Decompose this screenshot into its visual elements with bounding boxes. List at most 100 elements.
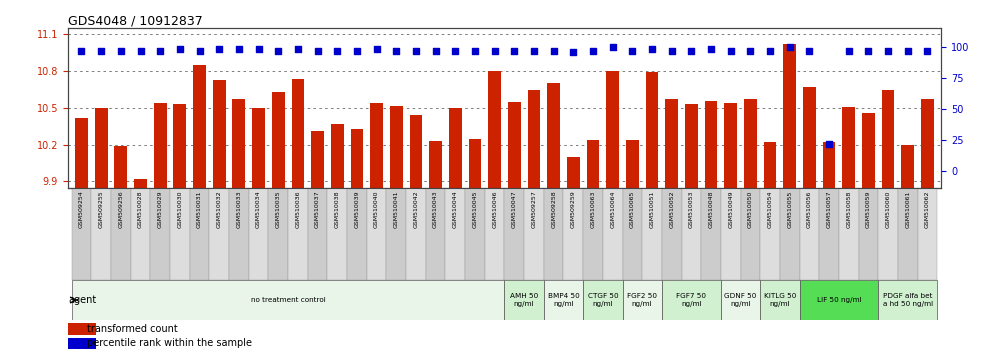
Bar xyxy=(249,188,268,280)
Text: transformed count: transformed count xyxy=(87,324,177,334)
Bar xyxy=(783,44,796,354)
Bar xyxy=(508,102,521,354)
Point xyxy=(821,141,837,147)
Bar xyxy=(622,188,642,280)
Bar xyxy=(209,188,229,280)
Point xyxy=(388,48,404,53)
Bar xyxy=(544,280,584,320)
Bar xyxy=(800,280,878,320)
Text: GDS4048 / 10912837: GDS4048 / 10912837 xyxy=(68,14,202,27)
Text: GSM510059: GSM510059 xyxy=(866,190,871,228)
Point xyxy=(310,48,326,53)
Text: GSM510054: GSM510054 xyxy=(768,190,773,228)
Text: GSM510045: GSM510045 xyxy=(472,190,477,228)
Bar xyxy=(268,188,288,280)
Point xyxy=(191,48,207,53)
Bar xyxy=(780,188,800,280)
Text: GSM510064: GSM510064 xyxy=(611,190,616,228)
Bar xyxy=(367,188,386,280)
Text: GSM510030: GSM510030 xyxy=(177,190,182,228)
Text: GSM510046: GSM510046 xyxy=(492,190,497,228)
Bar xyxy=(468,139,481,354)
Point xyxy=(742,48,758,53)
Bar xyxy=(68,337,96,349)
Point xyxy=(152,48,168,53)
Text: GSM510065: GSM510065 xyxy=(629,190,634,228)
Text: GSM510049: GSM510049 xyxy=(728,190,733,228)
Bar xyxy=(292,79,305,354)
Bar xyxy=(485,188,504,280)
Text: agent: agent xyxy=(68,295,97,305)
Bar xyxy=(721,188,741,280)
Bar xyxy=(308,188,328,280)
Bar xyxy=(645,73,658,354)
Bar xyxy=(898,188,917,280)
Bar xyxy=(584,280,622,320)
Bar xyxy=(72,188,92,280)
Bar xyxy=(820,188,839,280)
Point xyxy=(683,48,699,53)
Bar xyxy=(681,188,701,280)
Point xyxy=(113,48,128,53)
Point xyxy=(211,47,227,52)
Bar xyxy=(92,188,111,280)
Bar xyxy=(229,188,249,280)
Point xyxy=(566,49,582,55)
Bar xyxy=(544,188,564,280)
Bar xyxy=(504,280,544,320)
Text: GSM510044: GSM510044 xyxy=(453,190,458,228)
Point xyxy=(605,44,621,50)
Bar xyxy=(878,280,937,320)
Text: GSM510060: GSM510060 xyxy=(885,190,890,228)
Text: GSM510053: GSM510053 xyxy=(689,190,694,228)
Text: GSM510061: GSM510061 xyxy=(905,190,910,228)
Bar xyxy=(488,71,501,354)
Text: GSM510058: GSM510058 xyxy=(847,190,852,228)
Bar xyxy=(859,188,878,280)
Bar xyxy=(917,188,937,280)
Bar xyxy=(252,108,265,354)
Point xyxy=(467,48,483,53)
Bar xyxy=(587,140,600,354)
Text: FGF7 50
ng/ml: FGF7 50 ng/ml xyxy=(676,293,706,307)
Text: GSM510036: GSM510036 xyxy=(296,190,301,228)
Point xyxy=(290,47,306,52)
Point xyxy=(487,48,503,53)
Bar xyxy=(685,104,698,354)
Bar xyxy=(465,188,485,280)
Bar xyxy=(193,65,206,354)
Text: FGF2 50
ng/ml: FGF2 50 ng/ml xyxy=(627,293,657,307)
Text: GDNF 50
ng/ml: GDNF 50 ng/ml xyxy=(724,293,757,307)
Text: GSM509258: GSM509258 xyxy=(551,190,556,228)
Bar xyxy=(862,113,874,354)
Bar xyxy=(878,188,898,280)
Text: percentile rank within the sample: percentile rank within the sample xyxy=(87,338,252,348)
Bar xyxy=(524,188,544,280)
Text: GSM510052: GSM510052 xyxy=(669,190,674,228)
Text: GSM510034: GSM510034 xyxy=(256,190,261,228)
Text: AMH 50
ng/ml: AMH 50 ng/ml xyxy=(510,293,538,307)
Bar xyxy=(843,107,856,354)
Bar xyxy=(724,103,737,354)
Bar xyxy=(68,324,96,335)
Text: GSM510032: GSM510032 xyxy=(217,190,222,228)
Point xyxy=(447,48,463,53)
Point xyxy=(369,47,384,52)
Bar xyxy=(760,188,780,280)
Bar xyxy=(701,188,721,280)
Bar xyxy=(642,188,662,280)
Text: GSM510055: GSM510055 xyxy=(787,190,792,228)
Point xyxy=(841,48,857,53)
Bar xyxy=(564,188,584,280)
Text: GSM510028: GSM510028 xyxy=(138,190,143,228)
Bar xyxy=(800,188,820,280)
Bar xyxy=(189,188,209,280)
Point xyxy=(270,48,286,53)
Bar xyxy=(449,108,462,354)
Bar xyxy=(445,188,465,280)
Bar xyxy=(901,145,914,354)
Text: GSM510048: GSM510048 xyxy=(708,190,713,228)
Text: GSM509259: GSM509259 xyxy=(571,190,576,228)
Text: GSM510062: GSM510062 xyxy=(925,190,930,228)
Text: GSM510038: GSM510038 xyxy=(335,190,340,228)
